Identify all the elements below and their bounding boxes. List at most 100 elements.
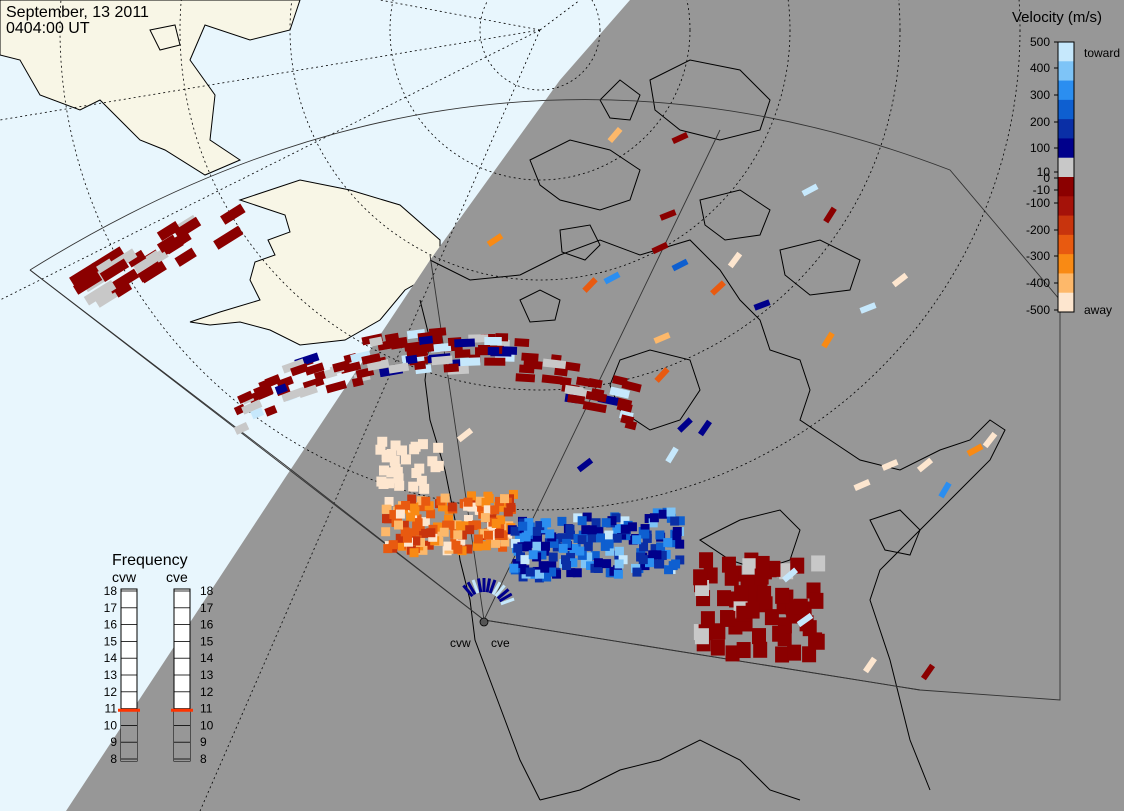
echo-cell [302,376,325,391]
echo-cell [427,456,438,467]
graticule [0,0,1021,811]
echo-cell [488,579,497,594]
echo-cell [453,530,463,540]
echo-cell [394,504,404,514]
toward-label: toward [1084,46,1120,60]
echo-cell [717,590,732,607]
echo-cell [540,541,550,551]
colorbar-tick-label: 200 [1030,115,1050,129]
echo-cell [823,206,837,224]
echo-cell [69,262,99,287]
echo-cell [332,361,346,373]
echo-cell [561,555,571,565]
echo-cell [381,504,391,514]
echo-cell [250,407,265,420]
echo-cell [603,271,621,285]
echo-cell [710,280,726,296]
colorbar-cell [1058,80,1074,101]
echo-cell [614,559,624,569]
echo-cell [481,541,491,551]
echo-cell [381,527,391,537]
echo-cell [475,496,485,506]
echo-cell [938,481,952,499]
echo-cell [418,335,434,346]
echo-cell [566,568,576,578]
echo-cell [614,546,624,556]
echo-cell [366,359,390,372]
echo-cell [648,518,658,528]
echo-cell [420,517,430,527]
echo-cell [671,258,689,272]
echo-cell [583,552,593,562]
echo-cell [456,427,474,443]
echo-cell [547,561,557,571]
echo-cell [677,417,693,433]
echo-cell [916,457,934,473]
echo-cell [491,581,502,596]
echo-cell [383,544,393,554]
echo-cell [139,260,167,284]
echo-cell [424,540,434,550]
echo-cell [609,386,631,399]
echo-cell [482,578,486,592]
echo-cell [384,496,394,506]
freq-tick-label: 13 [200,668,214,682]
velocity-title: Velocity (m/s) [1012,9,1102,26]
echo-cell [525,567,535,577]
echo-cell [426,509,436,519]
echo-cell [549,538,559,548]
echo-cell [891,272,909,288]
echo-cell [523,360,543,370]
echo-cell [498,542,508,552]
echo-cell [710,639,725,656]
echo-cell [557,516,567,526]
colorbar-cell [1058,234,1074,255]
echo-cell [558,543,568,553]
echo-cell [793,598,808,615]
echo-cell [724,569,739,586]
echo-cell [402,533,412,543]
echo-cell [394,520,404,530]
freq-radar-cve: cve [166,569,188,585]
colorbar-frame [1057,41,1075,313]
echo-cell [484,357,506,366]
echo-cell [421,343,435,353]
echo-cell [576,457,594,473]
echo-cell [627,522,637,532]
echo-cell [664,565,674,575]
echo-cell [582,277,598,293]
colorbar-tick-label: -200 [1026,223,1050,237]
echo-cell [412,522,422,532]
echo-cell [451,540,461,550]
echo-cell [754,568,769,585]
freq-radar-cvw: cvw [112,569,137,585]
echo-cell [601,518,611,528]
echo-cell [966,443,984,457]
echo-cell [503,507,513,517]
echo-cell [83,279,117,306]
echo-cell [351,376,364,388]
freq-tick-label: 11 [105,702,118,716]
echo-cell [666,507,676,517]
echo-cell [518,521,528,531]
echo-cell [400,454,411,465]
echo-cell [809,592,824,609]
frequency-bars: 18 17 16 15 14 13 12 11 10 9 8 18 17 16 15 14 13 12 11 10 9 8 [104,584,214,766]
echo-cell [237,390,254,404]
echo-cell [700,611,715,628]
echo-cell [535,569,545,579]
echo-cell [572,568,582,578]
echo-cell [734,585,749,602]
echo-cell [471,579,480,594]
echo-cell [484,336,502,346]
echo-cell [663,538,673,548]
echo-cell [405,354,418,365]
echo-cell [520,565,530,575]
echo-cell [500,494,510,504]
echo-cell [654,367,670,383]
echo-cell [411,468,422,479]
echo-cell [532,533,542,543]
colorbar-cell [1058,215,1074,236]
echo-cell [694,628,709,645]
